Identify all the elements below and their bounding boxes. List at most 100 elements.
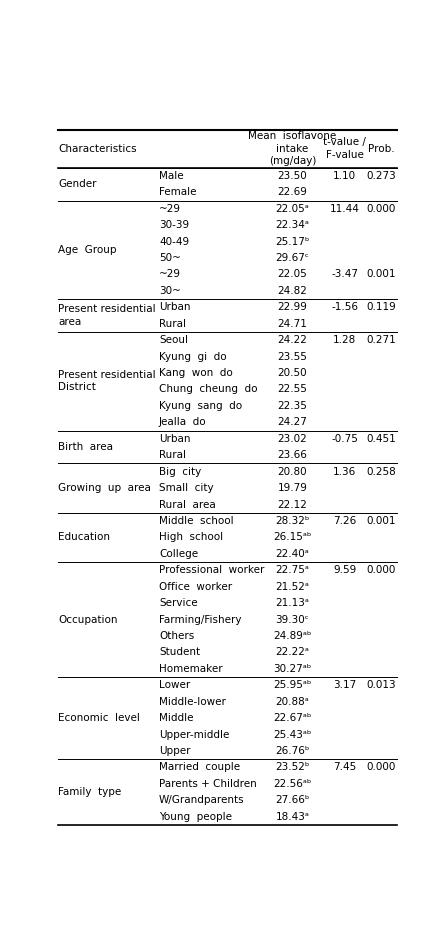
Text: Present residential
area: Present residential area xyxy=(58,304,156,327)
Text: 23.66: 23.66 xyxy=(278,451,307,460)
Text: Birth  area: Birth area xyxy=(58,442,113,452)
Text: 1.36: 1.36 xyxy=(333,466,356,477)
Text: Kyung  gi  do: Kyung gi do xyxy=(159,352,227,361)
Text: 24.71: 24.71 xyxy=(278,318,307,329)
Text: 25.95ᵃᵇ: 25.95ᵃᵇ xyxy=(273,681,312,690)
Text: Rural: Rural xyxy=(159,318,186,329)
Text: College: College xyxy=(159,549,198,559)
Text: Small  city: Small city xyxy=(159,483,213,493)
Text: -0.75: -0.75 xyxy=(331,434,358,444)
Text: W/Grandparents: W/Grandparents xyxy=(159,795,245,805)
Text: 22.56ᵃᵇ: 22.56ᵃᵇ xyxy=(273,779,312,789)
Text: 26.76ᵇ: 26.76ᵇ xyxy=(275,746,310,756)
Text: Chung  cheung  do: Chung cheung do xyxy=(159,385,258,395)
Text: Homemaker: Homemaker xyxy=(159,664,223,674)
Text: Urban: Urban xyxy=(159,303,191,312)
Text: 30~: 30~ xyxy=(159,286,181,296)
Text: 22.12: 22.12 xyxy=(278,500,307,509)
Text: 39.30ᶜ: 39.30ᶜ xyxy=(276,614,309,625)
Text: 25.17ᵇ: 25.17ᵇ xyxy=(275,236,310,247)
Text: ~29: ~29 xyxy=(159,269,181,279)
Text: Prob.: Prob. xyxy=(368,143,395,154)
Text: 50~: 50~ xyxy=(159,253,181,263)
Text: 1.28: 1.28 xyxy=(333,335,356,345)
Text: 3.17: 3.17 xyxy=(333,681,356,690)
Text: Male: Male xyxy=(159,171,184,181)
Text: Others: Others xyxy=(159,631,194,641)
Text: Farming/Fishery: Farming/Fishery xyxy=(159,614,241,625)
Text: Parents + Children: Parents + Children xyxy=(159,779,257,789)
Text: 0.273: 0.273 xyxy=(367,171,396,181)
Text: 0.000: 0.000 xyxy=(367,204,396,214)
Text: Upper-middle: Upper-middle xyxy=(159,730,229,739)
Text: 18.43ᵃ: 18.43ᵃ xyxy=(275,812,309,822)
Text: 40-49: 40-49 xyxy=(159,236,189,247)
Text: 0.001: 0.001 xyxy=(367,269,396,279)
Text: Upper: Upper xyxy=(159,746,191,756)
Text: 30.27ᵃᵇ: 30.27ᵃᵇ xyxy=(273,664,312,674)
Text: Family  type: Family type xyxy=(58,787,121,797)
Text: Mean  isoflavone
intake
(mg/day): Mean isoflavone intake (mg/day) xyxy=(248,131,337,166)
Text: Kyung  sang  do: Kyung sang do xyxy=(159,401,242,411)
Text: Education: Education xyxy=(58,533,110,543)
Text: 0.013: 0.013 xyxy=(367,681,396,690)
Text: 0.001: 0.001 xyxy=(367,516,396,526)
Text: 22.40ᵃ: 22.40ᵃ xyxy=(276,549,309,559)
Text: Female: Female xyxy=(159,187,197,197)
Text: 23.50: 23.50 xyxy=(278,171,307,181)
Text: Seoul: Seoul xyxy=(159,335,188,345)
Text: Middle: Middle xyxy=(159,713,194,723)
Text: Gender: Gender xyxy=(58,179,96,189)
Text: Service: Service xyxy=(159,598,198,608)
Text: -3.47: -3.47 xyxy=(331,269,358,279)
Text: Big  city: Big city xyxy=(159,466,201,477)
Text: Economic  level: Economic level xyxy=(58,713,140,723)
Text: 22.69: 22.69 xyxy=(278,187,307,197)
Text: Student: Student xyxy=(159,647,200,657)
Text: 24.22: 24.22 xyxy=(278,335,307,345)
Text: Urban: Urban xyxy=(159,434,191,444)
Text: 21.52ᵃ: 21.52ᵃ xyxy=(275,582,309,592)
Text: 20.80: 20.80 xyxy=(278,466,307,477)
Text: Rural: Rural xyxy=(159,451,186,460)
Text: Middle-lower: Middle-lower xyxy=(159,696,226,707)
Text: 21.13ᵃ: 21.13ᵃ xyxy=(275,598,309,608)
Text: 22.34ᵃ: 22.34ᵃ xyxy=(275,220,309,230)
Text: 24.89ᵃᵇ: 24.89ᵃᵇ xyxy=(273,631,312,641)
Text: Professional  worker: Professional worker xyxy=(159,565,264,575)
Text: 0.000: 0.000 xyxy=(367,565,396,575)
Text: High  school: High school xyxy=(159,533,223,543)
Text: 23.55: 23.55 xyxy=(278,352,307,361)
Text: 28.32ᵇ: 28.32ᵇ xyxy=(275,516,310,526)
Text: t-value /
F-value: t-value / F-value xyxy=(323,138,366,160)
Text: 11.44: 11.44 xyxy=(330,204,360,214)
Text: 22.35: 22.35 xyxy=(278,401,307,411)
Text: Young  people: Young people xyxy=(159,812,232,822)
Text: 22.67ᵃᵇ: 22.67ᵃᵇ xyxy=(273,713,312,723)
Text: Jealla  do: Jealla do xyxy=(159,417,207,427)
Text: 30-39: 30-39 xyxy=(159,220,189,230)
Text: Lower: Lower xyxy=(159,681,191,690)
Text: 0.119: 0.119 xyxy=(367,303,396,312)
Text: ~29: ~29 xyxy=(159,204,181,214)
Text: 0.000: 0.000 xyxy=(367,762,396,773)
Text: Present residential
District: Present residential District xyxy=(58,371,156,393)
Text: 24.82: 24.82 xyxy=(278,286,307,296)
Text: 23.02: 23.02 xyxy=(278,434,307,444)
Text: Growing  up  area: Growing up area xyxy=(58,483,151,493)
Text: 23.52ᵇ: 23.52ᵇ xyxy=(275,762,310,773)
Text: 0.271: 0.271 xyxy=(367,335,396,345)
Text: 22.05ᵃ: 22.05ᵃ xyxy=(276,204,309,214)
Text: 22.55: 22.55 xyxy=(278,385,307,395)
Text: 22.05: 22.05 xyxy=(278,269,307,279)
Text: 9.59: 9.59 xyxy=(333,565,356,575)
Text: Middle  school: Middle school xyxy=(159,516,234,526)
Text: 22.75ᵃ: 22.75ᵃ xyxy=(275,565,309,575)
Text: 19.79: 19.79 xyxy=(278,483,307,493)
Text: Married  couple: Married couple xyxy=(159,762,240,773)
Text: Rural  area: Rural area xyxy=(159,500,216,509)
Text: Characteristics: Characteristics xyxy=(59,143,137,154)
Text: 20.50: 20.50 xyxy=(278,368,307,378)
Text: Kang  won  do: Kang won do xyxy=(159,368,233,378)
Text: 0.451: 0.451 xyxy=(367,434,396,444)
